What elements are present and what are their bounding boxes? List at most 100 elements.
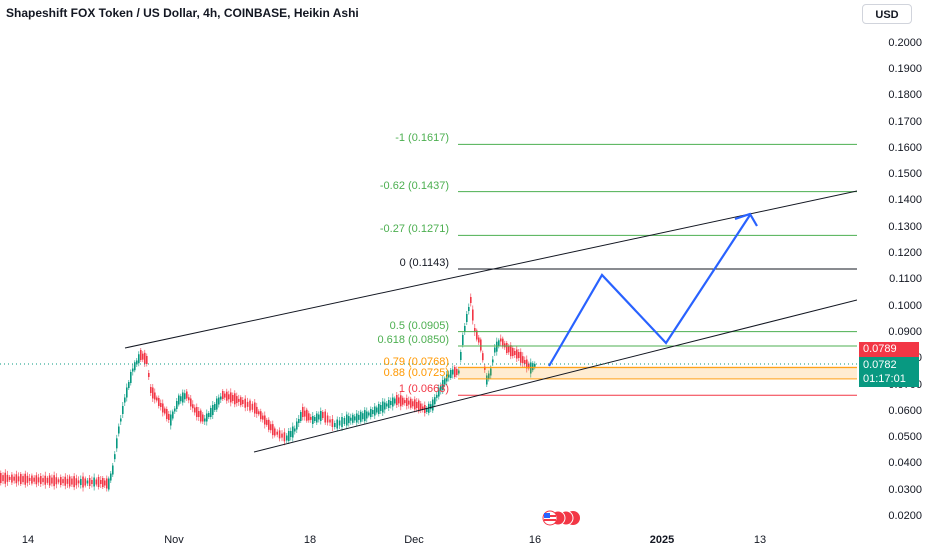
candle-body <box>158 398 160 406</box>
candle-body <box>376 407 378 413</box>
candle-body <box>108 478 110 490</box>
candle-body <box>176 401 178 409</box>
candle-body <box>272 424 274 436</box>
fib-level-label: -0.62 (0.1437) <box>379 179 449 192</box>
candle-body <box>490 368 492 376</box>
candle-body <box>500 338 502 342</box>
price-tag-upper-value: 0.0789 <box>863 343 897 355</box>
candle-body <box>138 354 140 364</box>
candle-body <box>338 420 341 426</box>
candle-body <box>46 477 49 483</box>
candle-body <box>402 397 404 405</box>
fib-level-label: 0.79 (0.0768) <box>383 355 449 368</box>
candle-body <box>416 402 418 408</box>
candle-body <box>2 475 4 482</box>
price-tick: 0.1400 <box>888 194 922 207</box>
candle-body <box>13 476 15 481</box>
candle-body <box>234 393 236 405</box>
time-label-nov: Nov <box>164 534 184 546</box>
candle-body <box>148 373 150 377</box>
price-tick: 0.0400 <box>888 457 922 470</box>
candle-body <box>28 477 31 481</box>
candle-body <box>418 400 420 412</box>
candle-body <box>484 366 486 370</box>
price-tick: 0.1000 <box>888 299 922 312</box>
candle-body <box>53 475 55 487</box>
projection-path[interactable] <box>548 214 751 367</box>
candle-body <box>116 438 118 449</box>
candle-body <box>466 314 468 322</box>
candle-body <box>343 418 346 424</box>
candle-body <box>364 410 366 422</box>
price-axis[interactable]: 0.2000 0.1900 0.1800 0.1700 0.1600 0.1500 0.14… <box>857 0 932 550</box>
candle-body <box>454 367 456 377</box>
candle-body <box>64 476 67 486</box>
channel-lower-line[interactable] <box>253 299 857 453</box>
candle-body <box>84 478 87 486</box>
candle-body <box>226 391 228 401</box>
candle-body <box>281 433 283 438</box>
candle-body <box>528 363 530 369</box>
candle-body <box>382 401 384 413</box>
candle-body <box>128 382 130 388</box>
economic-events-icon[interactable] <box>533 510 583 526</box>
price-tick: 0.0200 <box>888 510 922 522</box>
candle-body <box>95 479 98 485</box>
candle-body <box>164 408 166 414</box>
price-tick: 0.0600 <box>888 404 922 417</box>
price-chart[interactable] <box>0 0 857 530</box>
candle-body <box>194 407 196 413</box>
candle-body <box>57 479 60 483</box>
candle-body <box>406 398 408 406</box>
candle-body <box>228 394 230 400</box>
candle-body <box>31 475 33 484</box>
candle-body <box>140 350 142 360</box>
candle-body <box>48 475 51 486</box>
candle-body <box>302 407 304 417</box>
candle-body <box>77 480 80 484</box>
candle-body <box>482 353 484 361</box>
candle-body <box>196 407 198 417</box>
candle-body <box>51 477 53 484</box>
candle-body <box>534 363 536 367</box>
candle-body <box>410 398 412 408</box>
candle-body <box>352 414 354 423</box>
candle-body <box>242 400 244 404</box>
candle-body <box>37 477 40 483</box>
candle-body <box>278 430 281 439</box>
candle-body <box>156 397 158 401</box>
currency-button[interactable]: USD <box>862 4 912 24</box>
candle-body <box>251 403 254 410</box>
candle-body <box>329 419 331 423</box>
candle-body <box>238 398 240 402</box>
candle-body <box>224 393 226 398</box>
candle-body <box>11 474 13 483</box>
fibonacci-retracement[interactable] <box>458 143 857 396</box>
candle-body <box>306 409 308 421</box>
candle-body <box>192 404 194 409</box>
candle-body <box>372 410 374 414</box>
candle-body <box>474 328 476 332</box>
price-tick: 0.0300 <box>888 483 922 496</box>
candle-body <box>254 402 256 414</box>
candle-body <box>144 352 146 364</box>
candle-body <box>458 370 460 374</box>
candle-body <box>212 405 214 415</box>
candle-body <box>502 338 504 347</box>
time-axis[interactable]: 14 Nov 18 Dec 16 2025 13 <box>0 530 857 550</box>
fib-level-label: 1 (0.0663) <box>398 383 449 396</box>
candle-body <box>200 410 202 422</box>
candle-body <box>341 417 343 427</box>
candle-body <box>522 356 524 364</box>
channel-upper-line[interactable] <box>124 190 857 349</box>
candle-body <box>356 413 358 423</box>
candle-body <box>75 478 78 486</box>
candle-body <box>206 413 208 422</box>
candle-body <box>240 397 242 406</box>
candle-body <box>438 387 440 397</box>
candle-body <box>362 413 364 420</box>
candle-body <box>366 411 368 419</box>
candle-body <box>452 369 454 375</box>
candle-body <box>66 478 69 484</box>
candle-body <box>412 401 414 407</box>
